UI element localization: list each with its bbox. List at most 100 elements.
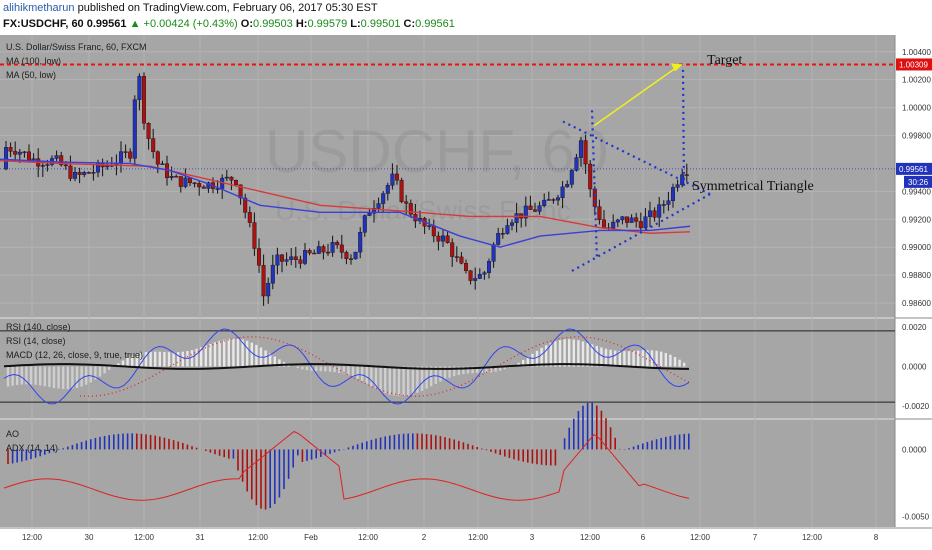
candle-body xyxy=(91,172,96,174)
candle-body xyxy=(638,221,643,229)
macd-histogram-bar xyxy=(572,339,575,367)
candle-body xyxy=(59,155,64,166)
candle-body xyxy=(339,244,344,253)
macd-histogram-bar xyxy=(121,360,125,367)
candle-body xyxy=(560,186,565,198)
macd-histogram-bar xyxy=(213,342,217,367)
macd-histogram-bar xyxy=(379,366,382,391)
candle-body xyxy=(289,256,294,260)
candle-body xyxy=(123,151,128,153)
macd-histogram-bar xyxy=(374,366,378,389)
macd-histogram-bar xyxy=(347,366,350,376)
candle-body xyxy=(459,256,464,264)
ao-tick-label: 0.0000 xyxy=(902,445,927,454)
projection-line xyxy=(681,69,686,189)
candle-body xyxy=(431,225,436,237)
macd-histogram-bar xyxy=(209,343,212,367)
last-price-tag-text: 0.99561 xyxy=(899,165,928,174)
time-tick-label: 31 xyxy=(196,533,205,542)
time-tick-label: 30 xyxy=(85,533,94,542)
price-tick-label: 0.99000 xyxy=(902,243,931,252)
macd-histogram-bar xyxy=(204,345,207,367)
candle-body xyxy=(510,222,515,226)
close-label: C: xyxy=(403,18,416,30)
time-tick-label: 2 xyxy=(422,533,427,542)
macd-histogram-bar xyxy=(131,355,134,367)
candle-body xyxy=(491,244,496,262)
candle-body xyxy=(22,151,27,154)
price-axis[interactable] xyxy=(895,35,932,527)
macd-histogram-bar xyxy=(365,366,368,384)
candle-body xyxy=(40,165,45,167)
macd-histogram-bar xyxy=(425,366,428,389)
ma100-legend: MA (100, low) xyxy=(6,56,61,66)
candle-body xyxy=(137,76,142,100)
candle-body xyxy=(615,219,620,223)
candle-body xyxy=(395,173,400,181)
candle-body xyxy=(657,204,662,218)
candle-body xyxy=(468,270,473,281)
macd-histogram-bar xyxy=(154,351,157,367)
candle-body xyxy=(569,170,574,185)
candle-body xyxy=(261,265,266,297)
macd-histogram-bar xyxy=(338,366,341,373)
macd-histogram-bar xyxy=(545,345,548,367)
adx-line xyxy=(3,430,690,501)
candle-body xyxy=(372,208,377,214)
candle-body xyxy=(349,258,354,260)
macd-histogram-bar xyxy=(462,366,465,375)
macd-histogram-bar xyxy=(673,357,677,367)
candle-body xyxy=(652,210,657,218)
rsi140-line xyxy=(3,363,690,370)
candle-body xyxy=(77,172,82,175)
price-panel[interactable] xyxy=(0,35,895,317)
macd-histogram-bar xyxy=(328,366,332,372)
candle-body xyxy=(54,155,59,159)
rsi14-line xyxy=(3,328,690,405)
candle-body xyxy=(335,242,340,246)
author-link[interactable]: alihikmetharun xyxy=(3,2,75,14)
ao-panel[interactable] xyxy=(0,420,895,527)
time-tick-label: 12:00 xyxy=(22,533,43,542)
pattern-label: Symmetrical Triangle xyxy=(692,179,814,194)
macd-histogram-bar xyxy=(618,351,621,367)
macd-histogram-bar xyxy=(489,366,493,373)
target-label: Target xyxy=(707,53,742,68)
chart-area[interactable]: USDCHF, 60 U.S. Dollar/Swiss Franc 1.004… xyxy=(0,32,932,550)
macd-histogram-bar xyxy=(586,342,589,367)
ma50-line xyxy=(0,158,691,248)
time-tick-label: 12:00 xyxy=(690,533,711,542)
macd-histogram-bar xyxy=(397,366,401,397)
macd-histogram-bar xyxy=(200,347,203,367)
macd-histogram-bar xyxy=(503,366,506,370)
ma100-line xyxy=(0,159,691,234)
candle-body xyxy=(362,215,367,233)
macd-histogram-bar xyxy=(577,340,580,367)
macd-histogram-bar xyxy=(453,366,456,377)
candle-body xyxy=(625,216,630,223)
macd-histogram-bar xyxy=(499,366,502,371)
triangle-lower-line xyxy=(571,193,711,272)
macd-histogram-bar xyxy=(646,350,649,367)
open-label: O: xyxy=(240,18,254,30)
candle-body xyxy=(661,204,666,206)
candle-body xyxy=(174,176,179,178)
candle-body xyxy=(592,188,597,207)
macd-histogram-bar xyxy=(411,366,414,395)
candle-body xyxy=(197,183,202,188)
candle-body xyxy=(523,205,528,219)
macd-histogram-bar xyxy=(218,340,221,367)
time-tick-label: 12:00 xyxy=(248,533,269,542)
macd-histogram-bar xyxy=(342,366,345,374)
candle-body xyxy=(482,272,487,275)
candle-body xyxy=(238,184,243,199)
candle-body xyxy=(132,99,137,159)
macd-histogram-bar xyxy=(48,366,51,388)
candle-body xyxy=(620,216,625,221)
macd-histogram-bar xyxy=(568,339,571,367)
candle-body xyxy=(454,256,459,258)
candle-body xyxy=(312,252,317,255)
time-tick-label: 7 xyxy=(753,533,758,542)
candle-body xyxy=(367,212,372,216)
candle-body xyxy=(321,246,326,253)
